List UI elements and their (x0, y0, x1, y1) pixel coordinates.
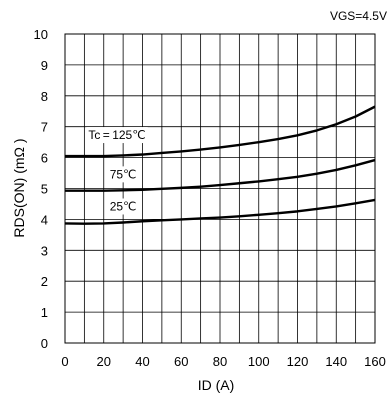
series-line (64, 198, 376, 225)
y-tick-label: 9 (41, 58, 48, 73)
series-label-background (107, 166, 139, 183)
y-tick-label: 10 (34, 27, 48, 42)
y-tick-label: 7 (41, 120, 48, 135)
series-labels: Tc = 125℃ 75℃ 25℃ (86, 127, 148, 215)
series-label-background (107, 198, 139, 215)
condition-label: VGS=4.5V (330, 9, 387, 23)
plot-frame (64, 33, 376, 344)
y-tick-label: 3 (41, 243, 48, 258)
x-tick-label: 20 (97, 354, 111, 369)
series-label: 25℃ (110, 199, 137, 213)
y-tick-labels: 0 1 2 3 4 5 6 7 8 9 10 (34, 27, 48, 351)
series-line (65, 105, 376, 158)
y-tick-label: 0 (41, 336, 48, 351)
x-tick-label: 40 (135, 354, 149, 369)
x-tick-label: 140 (325, 354, 347, 369)
y-tick-label: 4 (41, 212, 48, 227)
series-line (65, 158, 376, 192)
grid (65, 34, 375, 343)
series-lines (64, 105, 376, 225)
x-tick-label: 120 (287, 354, 309, 369)
y-tick-label: 2 (41, 274, 48, 289)
y-tick-label: 5 (41, 182, 48, 197)
x-axis-title: ID (A) (198, 377, 235, 393)
series-label: Tc = 125℃ (88, 128, 145, 142)
y-tick-label: 8 (41, 89, 48, 104)
series-label-background (86, 127, 148, 144)
x-tick-label: 100 (248, 354, 270, 369)
series-label: 75℃ (110, 167, 137, 181)
y-tick-label: 6 (41, 151, 48, 166)
x-tick-labels: 0 20 40 60 80 100 120 140 160 (61, 354, 385, 369)
x-tick-label: 60 (174, 354, 188, 369)
y-axis-title: RDS(ON) (mΩ ) (11, 138, 27, 237)
x-tick-label: 80 (213, 354, 227, 369)
x-tick-label: 160 (364, 354, 386, 369)
x-tick-label: 0 (61, 354, 68, 369)
y-tick-label: 1 (41, 305, 48, 320)
